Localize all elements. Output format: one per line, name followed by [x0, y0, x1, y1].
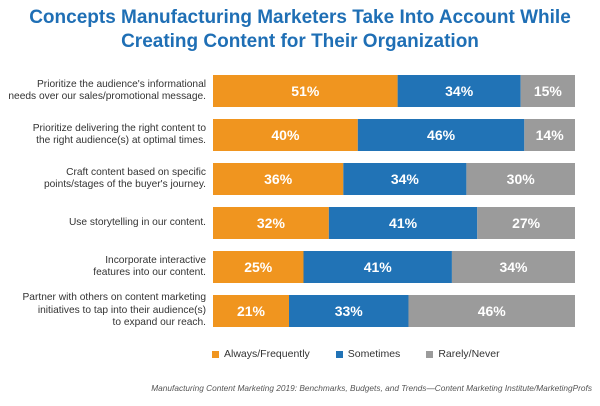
bar-segment: [397, 75, 521, 107]
legend-label: Always/Frequently: [224, 348, 310, 360]
bar-segment: [357, 119, 525, 151]
source-note: Manufacturing Content Marketing 2019: Be…: [151, 383, 592, 393]
category-label-line: Partner with others on content marketing: [22, 292, 206, 304]
category-label-line: features into our content.: [93, 267, 206, 278]
bar-segment: [451, 251, 575, 283]
bar-segment: [213, 75, 398, 107]
data-label: 34%: [499, 259, 528, 275]
category-label-line: Incorporate interactive: [105, 254, 206, 266]
category-label-line: points/stages of the buyer's journey.: [43, 179, 206, 190]
data-label: 40%: [271, 127, 300, 143]
category-label-line: initiatives to tap into their audience(s…: [37, 304, 206, 316]
bar-segment: [213, 251, 304, 283]
category-label-line: Prioritize the audience's informational: [37, 78, 206, 90]
category-label: Use storytelling in our content.: [0, 217, 206, 230]
chart-legend: Always/Frequently Sometimes Rarely/Never: [212, 347, 526, 361]
category-label: Incorporate interactive features into our…: [0, 255, 206, 280]
legend-label: Sometimes: [347, 348, 401, 360]
data-label: 25%: [244, 259, 273, 275]
category-label: Prioritize delivering the right content …: [0, 123, 206, 148]
bar-segment: [328, 207, 478, 239]
legend-swatch: [212, 350, 219, 358]
data-label: 34%: [445, 83, 474, 99]
data-label: 30%: [507, 171, 536, 187]
bar-segment: [213, 207, 329, 239]
category-label: Craft content based on specific points/st…: [0, 167, 206, 192]
bar-segment: [213, 295, 290, 327]
data-label: 27%: [512, 215, 541, 231]
bar-segment: [408, 295, 575, 327]
data-label: 14%: [536, 127, 565, 143]
category-label-line: the right audience(s) at optimal times.: [36, 135, 206, 146]
category-label-line: Use storytelling in our content.: [68, 216, 206, 228]
category-label-line: Prioritize delivering the right content …: [32, 122, 206, 134]
bar-segment: [477, 207, 575, 239]
data-label: 46%: [478, 303, 507, 319]
bar-segment: [303, 251, 452, 283]
data-label: 36%: [264, 171, 293, 187]
data-label: 34%: [391, 171, 420, 187]
bar-segment: [213, 119, 358, 151]
category-label: Prioritize the audience's informational n…: [0, 79, 206, 104]
data-label: 33%: [335, 303, 364, 319]
chart-title-line-1: Concepts Manufacturing Marketers Take In…: [29, 7, 571, 28]
bar-segment: [343, 163, 467, 195]
data-label: 51%: [291, 83, 320, 99]
category-label-line: needs over our sales/promotional message…: [8, 91, 206, 102]
bar-segment: [466, 163, 575, 195]
bar-segment: [289, 295, 409, 327]
legend-swatch: [426, 350, 434, 358]
data-label: 46%: [427, 127, 456, 143]
category-label: Partner with others on content marketing…: [0, 292, 206, 330]
data-label: 15%: [534, 83, 563, 99]
bar-segment: [213, 163, 344, 195]
bar-segment: [524, 119, 575, 151]
legend-item: Rarely/Never: [426, 348, 500, 360]
legend-item: Always/Frequently: [212, 348, 310, 360]
data-label: 41%: [364, 259, 393, 275]
legend-label: Rarely/Never: [438, 348, 500, 360]
chart-title-line-2: Creating Content for Their Organization: [121, 31, 479, 52]
category-label-line: Craft content based on specific: [66, 166, 206, 178]
data-label: 21%: [237, 303, 266, 319]
legend-item: Sometimes: [335, 348, 401, 360]
legend-swatch: [335, 350, 343, 358]
data-label: 41%: [389, 215, 418, 231]
data-label: 32%: [257, 215, 286, 231]
chart-title: Concepts Manufacturing Marketers Take In…: [0, 6, 600, 54]
bar-segment: [520, 75, 575, 107]
category-label-line: to expand our reach.: [112, 317, 206, 329]
